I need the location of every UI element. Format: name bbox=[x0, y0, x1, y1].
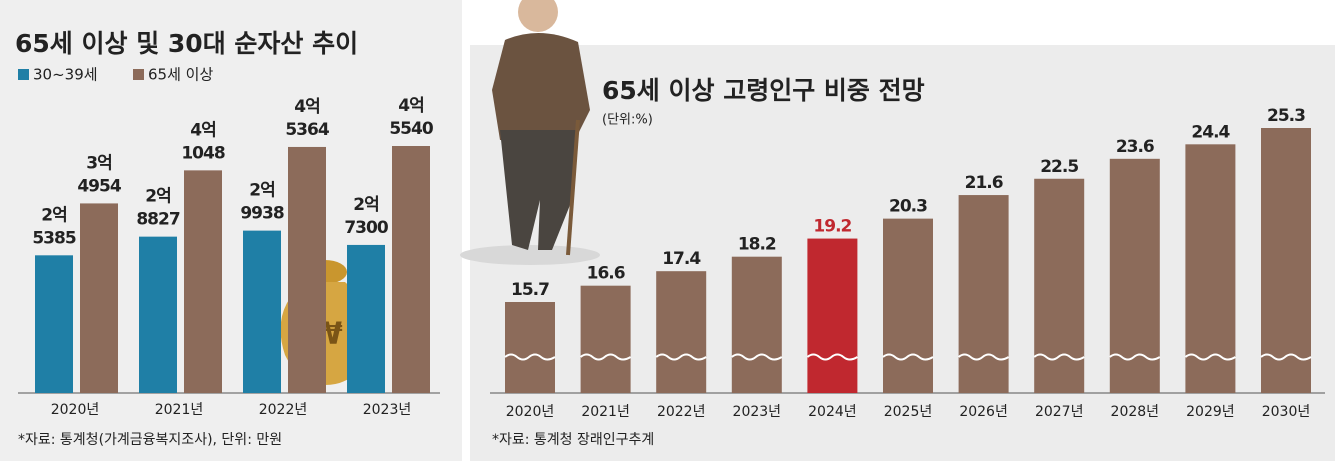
legend-swatch bbox=[133, 69, 144, 80]
bar bbox=[1109, 158, 1160, 393]
x-tick-label: 2024년 bbox=[808, 404, 857, 420]
axis-break bbox=[1184, 353, 1236, 361]
bar bbox=[184, 170, 222, 393]
source: *자료: 통계청(가계금융복지조사), 단위: 만원 bbox=[18, 432, 282, 448]
value-label: 2억 8827 bbox=[136, 187, 179, 230]
chart-title: 65세 이상 및 30대 순자산 추이 bbox=[15, 29, 358, 58]
axis-break bbox=[504, 353, 556, 361]
x-tick-label: 2023년 bbox=[733, 404, 782, 420]
bar bbox=[80, 203, 118, 393]
chart-subtitle: (단위:%) bbox=[602, 113, 653, 128]
value-label: 17.4 bbox=[662, 249, 701, 269]
axis-break bbox=[1033, 353, 1085, 361]
legend-label: 65세 이상 bbox=[148, 66, 213, 84]
source: *자료: 통계청 장래인구추계 bbox=[492, 432, 654, 448]
value-label: 4억 5364 bbox=[285, 97, 329, 140]
axis-break bbox=[806, 353, 858, 361]
value-label: 20.3 bbox=[889, 197, 927, 217]
bar bbox=[243, 230, 281, 393]
axis-break bbox=[882, 353, 934, 361]
bar bbox=[392, 146, 430, 393]
value-label: 25.3 bbox=[1267, 106, 1305, 126]
axis-break bbox=[1260, 353, 1312, 361]
x-tick-label: 2030년 bbox=[1262, 404, 1311, 420]
value-label: 18.2 bbox=[738, 235, 776, 255]
bar bbox=[807, 238, 858, 393]
legend-swatch bbox=[18, 69, 29, 80]
bar bbox=[35, 255, 73, 393]
x-tick-label: 2022년 bbox=[259, 402, 308, 418]
x-tick-label: 2020년 bbox=[51, 402, 100, 418]
x-tick-label: 2023년 bbox=[363, 402, 412, 418]
bar bbox=[958, 195, 1009, 393]
value-label: 23.6 bbox=[1116, 137, 1154, 157]
chart-title: 65세 이상 고령인구 비중 전망 bbox=[602, 76, 925, 105]
bar bbox=[656, 271, 707, 393]
axis-break bbox=[1109, 353, 1161, 361]
x-tick-label: 2021년 bbox=[581, 404, 630, 420]
axis-break bbox=[731, 353, 783, 361]
x-tick-label: 2020년 bbox=[506, 404, 555, 420]
legend-label: 30~39세 bbox=[33, 66, 98, 84]
x-tick-label: 2021년 bbox=[155, 402, 204, 418]
bar bbox=[731, 256, 782, 393]
value-label: 2억 9938 bbox=[240, 181, 283, 224]
x-tick-label: 2025년 bbox=[884, 404, 933, 420]
bar bbox=[1261, 128, 1311, 393]
x-tick-label: 2028년 bbox=[1111, 404, 1160, 420]
value-label: 19.2 bbox=[813, 217, 851, 237]
right-top bbox=[470, 0, 1335, 45]
x-tick-label: 2026년 bbox=[959, 404, 1008, 420]
value-label: 22.5 bbox=[1040, 157, 1078, 177]
x-tick-label: 2029년 bbox=[1186, 404, 1235, 420]
value-label: 4억 1048 bbox=[181, 120, 224, 163]
axis-break bbox=[957, 353, 1010, 361]
x-tick-label: 2027년 bbox=[1035, 404, 1084, 420]
value-label: 21.6 bbox=[965, 173, 1003, 193]
axis-break bbox=[655, 353, 707, 361]
bar bbox=[580, 285, 631, 393]
value-label: 3억 4954 bbox=[77, 153, 121, 196]
bar bbox=[1185, 144, 1236, 393]
value-label: 24.4 bbox=[1191, 122, 1230, 142]
bar bbox=[505, 302, 555, 393]
bar bbox=[347, 244, 385, 393]
elderly-illustration bbox=[460, 0, 600, 265]
bar bbox=[288, 146, 326, 393]
bar bbox=[1034, 178, 1085, 393]
value-label: 16.6 bbox=[587, 264, 625, 284]
bar bbox=[139, 236, 177, 393]
value-label: 2억 5385 bbox=[32, 205, 75, 248]
axis-break bbox=[579, 353, 632, 361]
value-label: 15.7 bbox=[511, 280, 549, 300]
value-label: 2억 7300 bbox=[344, 195, 388, 238]
value-label: 4억 5540 bbox=[389, 96, 433, 139]
x-tick-label: 2022년 bbox=[657, 404, 706, 420]
bar bbox=[883, 218, 933, 393]
